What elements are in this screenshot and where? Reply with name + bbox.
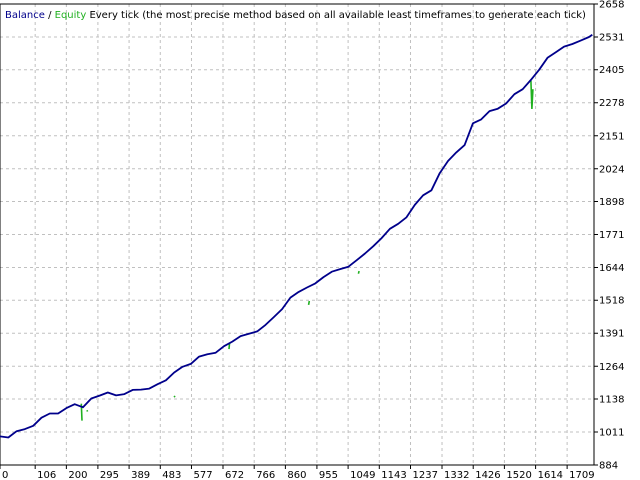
x-tick-label: 389 (131, 470, 150, 480)
y-tick-label: 1898 (599, 197, 624, 208)
y-tick-label: 884 (599, 461, 618, 472)
x-tick-label: 106 (37, 470, 56, 480)
x-tick-label: 295 (100, 470, 119, 480)
x-tick-label: 860 (287, 470, 306, 480)
y-axis: 2658 2531 2405 2278 2151 2024 1898 1771 1644 1518… (594, 0, 624, 472)
x-tick-label: 955 (319, 470, 338, 480)
x-tick-label: 577 (193, 470, 212, 480)
y-tick-label: 1518 (599, 296, 624, 307)
y-tick-label: 2278 (599, 98, 624, 109)
x-tick-label: 1049 (350, 470, 375, 480)
x-tick-label: 1237 (412, 470, 437, 480)
legend-equity: Equity (55, 10, 87, 21)
series-line-balance (0, 33, 593, 439)
series-line-equity (86, 409, 89, 412)
y-tick-label: 2024 (599, 164, 624, 175)
x-tick-label: 483 (162, 470, 181, 480)
legend: Balance / Equity Every tick (the most pr… (5, 10, 586, 21)
x-tick-label: 766 (256, 470, 275, 480)
grid (0, 4, 594, 465)
series-group (0, 33, 593, 439)
series-line-equity (530, 80, 534, 110)
y-tick-label: 1264 (599, 362, 624, 373)
legend-test-mode: Every tick (the most precise method base… (89, 10, 586, 21)
y-tick-label: 2531 (599, 33, 624, 44)
x-tick-label: 672 (225, 470, 244, 480)
legend-separator: / (45, 10, 55, 21)
y-tick-label: 1011 (599, 427, 624, 438)
y-tick-label: 1771 (599, 230, 624, 241)
y-tick-label: 2405 (599, 65, 624, 76)
y-tick-label: 2151 (599, 131, 624, 142)
y-tick-label: 1644 (599, 263, 624, 274)
x-tick-label: 1614 (538, 470, 563, 480)
y-tick-label: 1391 (599, 329, 624, 340)
x-tick-label: 1709 (569, 470, 594, 480)
series-line-equity (173, 395, 176, 398)
x-tick-label: 1143 (381, 470, 406, 480)
x-tick-label: 0 (2, 470, 8, 480)
series-line-equity (307, 300, 311, 306)
legend-balance: Balance (5, 10, 45, 21)
x-tick-label: 1520 (506, 470, 531, 480)
x-tick-label: 1426 (475, 470, 500, 480)
x-tick-label: 1332 (444, 470, 469, 480)
y-tick-label: 1138 (599, 394, 624, 405)
y-tick-label: 2658 (599, 0, 624, 11)
series-line-equity (357, 270, 360, 274)
x-axis: 0 106 200 295 389 483 577 672 766 860 955 1049 1143 1… (0, 465, 595, 480)
x-tick-label: 200 (68, 470, 87, 480)
